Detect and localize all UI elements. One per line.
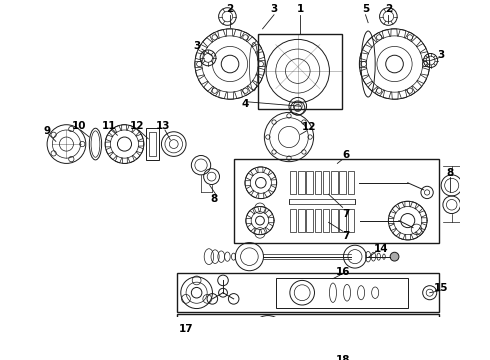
Text: 10: 10 bbox=[72, 121, 86, 131]
Bar bbox=[323, 171, 329, 194]
Text: 12: 12 bbox=[129, 121, 144, 131]
Bar bbox=[323, 209, 329, 232]
Text: 14: 14 bbox=[374, 244, 389, 254]
Text: 15: 15 bbox=[434, 283, 448, 293]
Text: 17: 17 bbox=[179, 324, 194, 334]
Text: 6: 6 bbox=[343, 150, 350, 159]
Text: 5: 5 bbox=[362, 4, 369, 14]
Bar bbox=[315, 171, 321, 194]
Bar bbox=[147, 128, 159, 160]
Bar bbox=[290, 209, 296, 232]
Text: 3: 3 bbox=[270, 4, 278, 14]
Bar bbox=[306, 209, 313, 232]
Bar bbox=[177, 273, 440, 312]
Text: 9: 9 bbox=[44, 126, 50, 136]
Bar bbox=[149, 132, 156, 156]
Text: 11: 11 bbox=[101, 121, 116, 131]
Bar bbox=[347, 209, 354, 232]
Text: 3: 3 bbox=[438, 50, 445, 60]
Bar bbox=[331, 209, 338, 232]
Bar bbox=[276, 278, 408, 308]
Bar bbox=[234, 159, 439, 243]
Text: 18: 18 bbox=[335, 355, 350, 360]
Bar bbox=[340, 171, 346, 194]
Text: 13: 13 bbox=[156, 121, 171, 131]
Text: 2: 2 bbox=[385, 4, 392, 14]
Bar bbox=[331, 171, 338, 194]
Text: 4: 4 bbox=[241, 99, 249, 109]
Text: 7: 7 bbox=[343, 208, 350, 219]
Bar bbox=[340, 209, 346, 232]
Text: 16: 16 bbox=[335, 267, 350, 276]
Circle shape bbox=[390, 252, 399, 261]
Text: 1: 1 bbox=[297, 4, 304, 14]
Bar bbox=[315, 209, 321, 232]
Text: 8: 8 bbox=[211, 194, 218, 204]
Bar bbox=[347, 171, 354, 194]
Bar bbox=[290, 171, 296, 194]
Text: 8: 8 bbox=[446, 168, 454, 178]
Bar bbox=[428, 328, 437, 338]
Text: 2: 2 bbox=[226, 4, 234, 14]
Text: 3: 3 bbox=[193, 41, 200, 51]
Text: 12: 12 bbox=[302, 122, 317, 132]
Text: 7: 7 bbox=[343, 231, 350, 242]
Bar bbox=[298, 209, 305, 232]
Bar bbox=[258, 34, 342, 109]
Bar bbox=[306, 171, 313, 194]
Bar bbox=[298, 171, 305, 194]
Bar bbox=[177, 314, 440, 352]
